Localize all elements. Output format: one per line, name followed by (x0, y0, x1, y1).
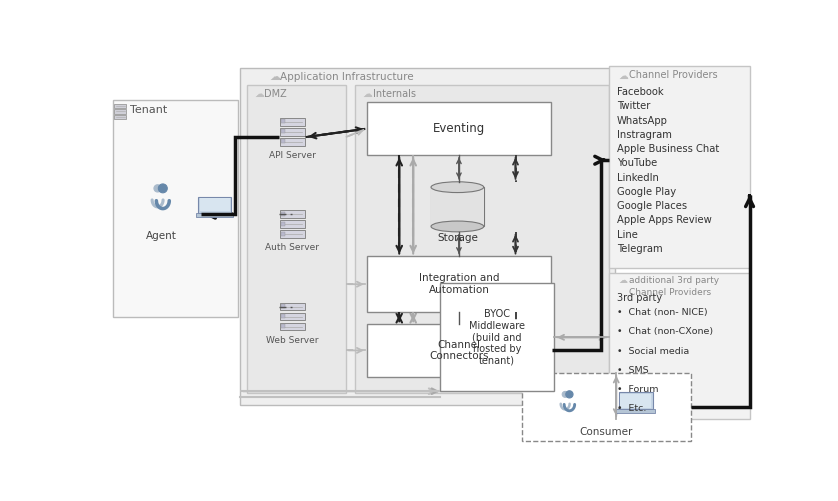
Text: ☁: ☁ (363, 89, 373, 99)
Text: Channel Providers: Channel Providers (628, 70, 717, 80)
Circle shape (154, 185, 161, 192)
Text: Integration and
Automation: Integration and Automation (419, 274, 499, 295)
Bar (114, 104, 127, 108)
Bar (522, 373, 691, 440)
Text: •  Chat (non- NICE): • Chat (non- NICE) (617, 308, 707, 317)
Bar (280, 323, 305, 330)
Circle shape (566, 391, 573, 398)
Bar (618, 392, 653, 409)
Text: Instragram: Instragram (617, 130, 672, 140)
Text: ☁: ☁ (254, 89, 264, 99)
Bar (616, 409, 655, 413)
Text: •  Social media: • Social media (617, 347, 690, 356)
Text: BYOC
Middleware
(build and
hosted by
tenant): BYOC Middleware (build and hosted by ten… (469, 309, 525, 366)
Text: Apple Business Chat: Apple Business Chat (617, 144, 719, 154)
Bar (280, 230, 305, 238)
Text: Telegram: Telegram (617, 244, 663, 254)
Bar (431, 187, 484, 226)
Bar (280, 303, 305, 311)
Bar (367, 324, 551, 377)
Bar (280, 220, 305, 228)
Bar (199, 197, 231, 213)
Text: Twitter: Twitter (617, 101, 650, 111)
Bar (282, 324, 285, 328)
Text: LinkedIn: LinkedIn (617, 172, 659, 182)
Text: ☁: ☁ (270, 73, 281, 83)
Circle shape (158, 184, 168, 193)
Text: Apple Apps Review: Apple Apps Review (617, 215, 711, 225)
Text: API Server: API Server (269, 151, 316, 160)
Bar (282, 119, 285, 123)
Text: Google Places: Google Places (617, 201, 687, 211)
Text: Tenant: Tenant (131, 105, 168, 115)
Text: Line: Line (617, 229, 638, 239)
Text: YouTube: YouTube (617, 158, 657, 168)
Text: Eventing: Eventing (432, 122, 485, 135)
Text: Web Server: Web Server (266, 336, 318, 345)
Text: ☁: ☁ (618, 71, 628, 81)
Bar (280, 313, 305, 320)
Bar (282, 232, 285, 235)
Bar (282, 314, 285, 318)
Bar (282, 304, 285, 308)
Text: •  SMS: • SMS (617, 366, 649, 375)
Text: Storage: Storage (437, 233, 478, 243)
Bar (280, 210, 305, 218)
Bar (200, 198, 230, 211)
Text: ☁: ☁ (618, 277, 628, 286)
Bar (355, 85, 609, 393)
Bar (609, 273, 750, 419)
Bar (282, 129, 285, 133)
Ellipse shape (431, 221, 484, 232)
Bar (282, 212, 285, 215)
Bar (196, 213, 234, 216)
Circle shape (562, 391, 568, 397)
Bar (114, 109, 127, 114)
Bar (280, 128, 305, 136)
Bar (367, 103, 551, 155)
Bar (114, 115, 127, 119)
Bar (620, 394, 651, 408)
Text: Agent: Agent (146, 231, 177, 241)
Bar (609, 66, 750, 268)
Text: Channel
Connectors: Channel Connectors (429, 340, 489, 361)
Bar (246, 85, 346, 393)
Bar (282, 139, 285, 143)
Text: •  Forum: • Forum (617, 385, 659, 394)
Ellipse shape (431, 182, 484, 192)
Text: •  Etc.: • Etc. (617, 404, 646, 413)
Text: 3rd party: 3rd party (617, 293, 662, 303)
Bar (241, 68, 615, 405)
Text: Google Play: Google Play (617, 187, 676, 197)
Text: WhatsApp: WhatsApp (617, 116, 668, 126)
Text: additional 3rd party
Channel Providers: additional 3rd party Channel Providers (628, 276, 719, 297)
Text: Internals: Internals (373, 89, 416, 99)
Text: DMZ: DMZ (265, 89, 287, 99)
Text: Facebook: Facebook (617, 87, 664, 97)
Bar (280, 138, 305, 146)
Bar (367, 257, 551, 312)
Text: Application Infrastructure: Application Infrastructure (280, 72, 413, 82)
Bar (280, 118, 305, 126)
Bar (440, 284, 554, 391)
Bar (282, 222, 285, 225)
Bar (112, 100, 238, 317)
Text: Consumer: Consumer (580, 427, 633, 437)
Text: •  Chat (non-CXone): • Chat (non-CXone) (617, 327, 713, 336)
Text: Auth Server: Auth Server (266, 243, 319, 253)
Bar (431, 187, 484, 226)
